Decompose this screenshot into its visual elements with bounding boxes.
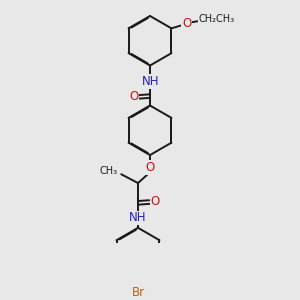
Text: O: O [150, 195, 159, 208]
Text: CH₃: CH₃ [99, 166, 118, 176]
Text: NH: NH [142, 75, 160, 88]
Text: NH: NH [128, 211, 146, 224]
Text: O: O [146, 161, 154, 174]
Text: O: O [182, 17, 191, 30]
Text: CH₂CH₃: CH₂CH₃ [198, 14, 234, 24]
Text: Br: Br [131, 286, 145, 299]
Text: O: O [129, 90, 138, 103]
